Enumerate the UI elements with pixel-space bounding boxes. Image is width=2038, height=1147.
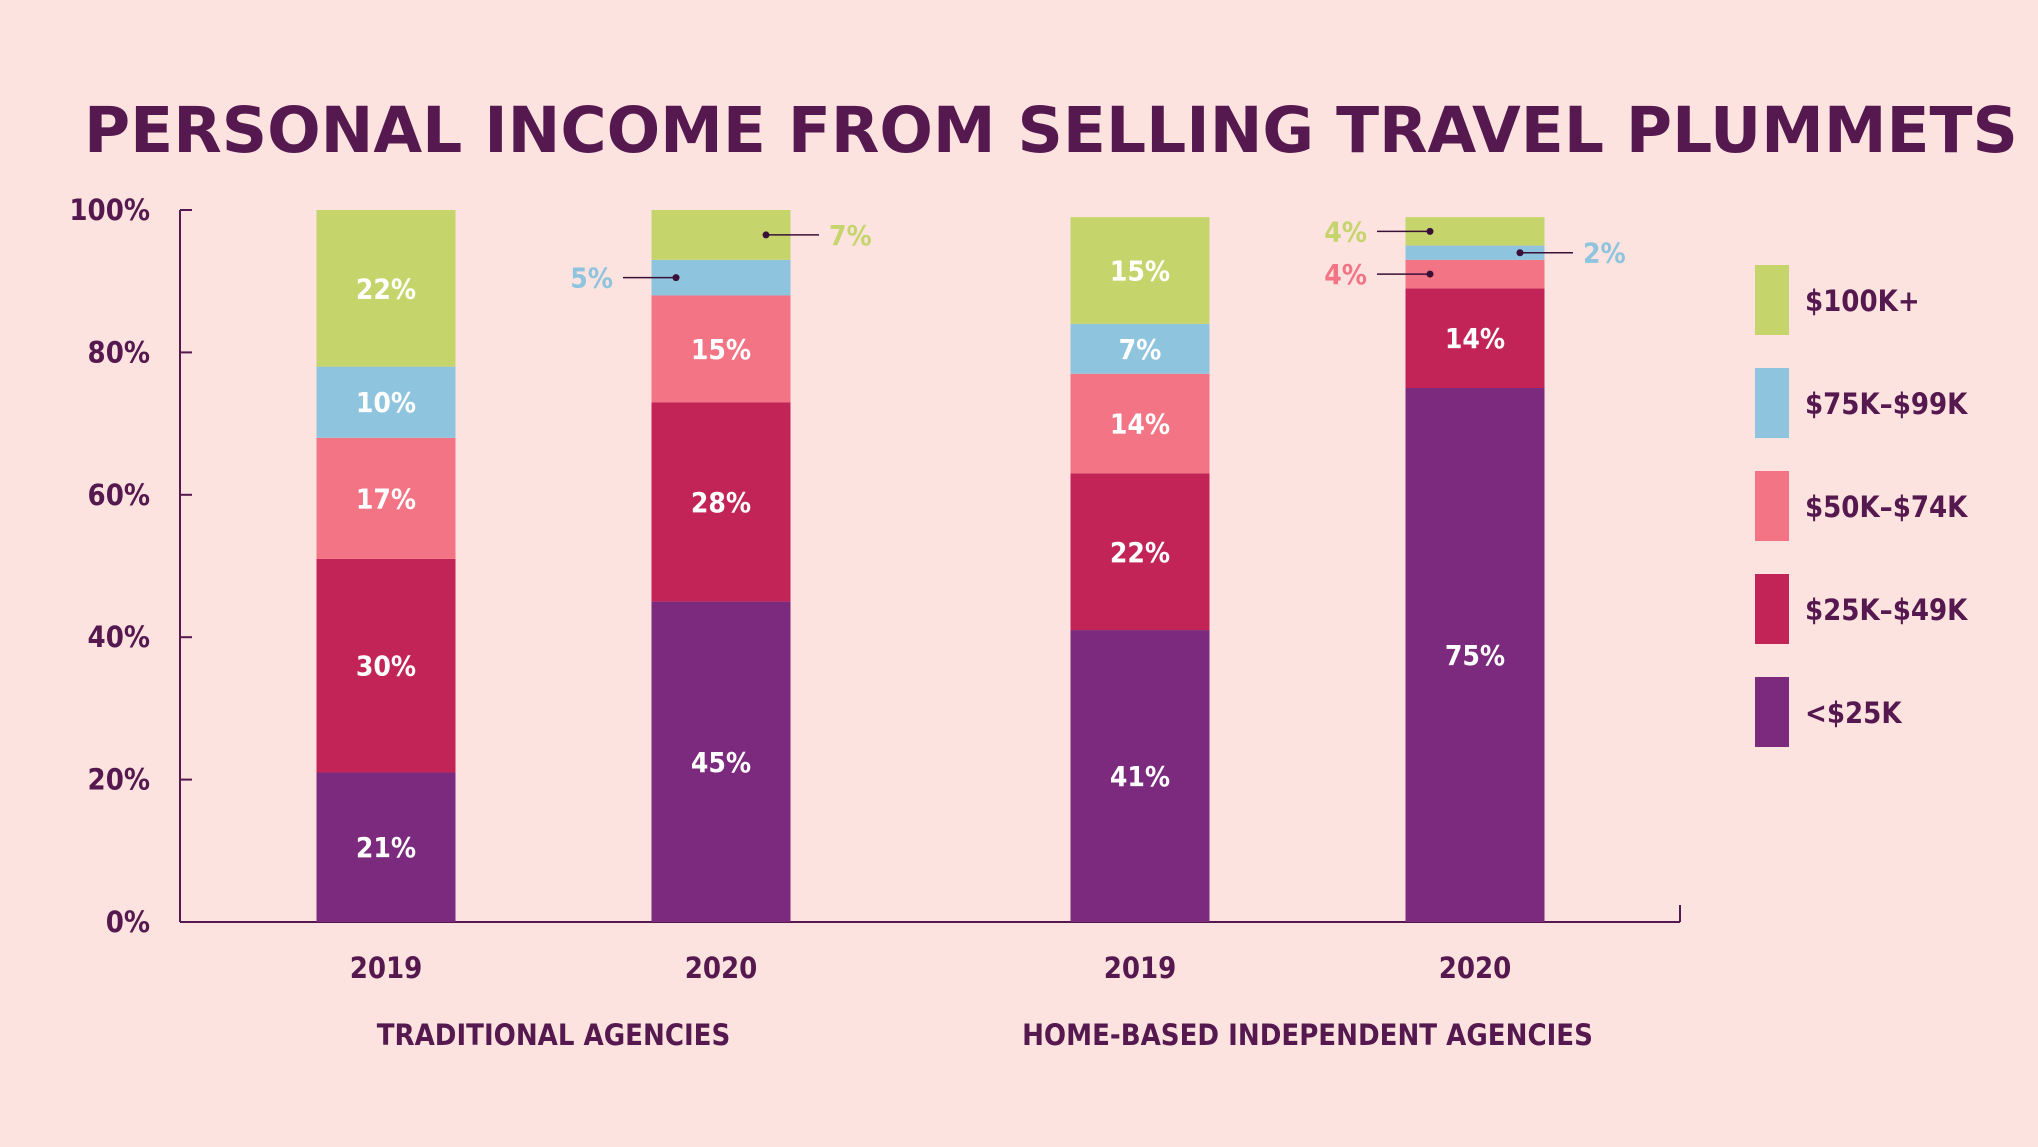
segment-label: 21% bbox=[356, 831, 416, 864]
x-axis-labels: 2019 2020 2019 2020 TRADITIONAL AGENCIES HOME… bbox=[350, 951, 1593, 1052]
callout-dot bbox=[672, 274, 680, 282]
bar-segment bbox=[1405, 388, 1545, 922]
segment-label: 15% bbox=[1110, 255, 1170, 288]
chart-title: PERSONAL INCOME FROM SELLING TRAVEL PLUM… bbox=[84, 94, 2018, 167]
callout-label: 2% bbox=[1583, 237, 1626, 270]
legend-label: <$25K bbox=[1805, 696, 1903, 730]
callout-dot bbox=[762, 231, 770, 239]
legend-swatch bbox=[1755, 368, 1789, 438]
segment-label: 22% bbox=[1110, 536, 1170, 569]
legend-label: $50K–$74K bbox=[1805, 490, 1969, 524]
segment-label: 30% bbox=[356, 650, 416, 683]
bar-segment bbox=[316, 366, 456, 438]
callout-label: 7% bbox=[829, 219, 872, 252]
segment-labels: 21% 30% 17% 10% 22% 45% 28% 15% 5% 7% 41% 22% 14% 7% 1… bbox=[356, 215, 1626, 864]
segment-label: 22% bbox=[356, 272, 416, 305]
callout-label: 4% bbox=[1324, 215, 1367, 248]
x-tick-label: 2019 bbox=[1104, 951, 1177, 985]
y-tick-label: 80% bbox=[88, 335, 150, 369]
x-tick-label: 2020 bbox=[1439, 951, 1512, 985]
bar-segment bbox=[651, 601, 791, 922]
bar-segment bbox=[1070, 373, 1210, 474]
y-tick-label: 40% bbox=[88, 620, 150, 654]
legend-swatch bbox=[1755, 471, 1789, 541]
bar-segment bbox=[316, 772, 456, 922]
legend-label: $100K+ bbox=[1805, 284, 1920, 318]
segment-label: 14% bbox=[1110, 408, 1170, 441]
segment-label: 14% bbox=[1445, 322, 1505, 355]
callout-dot bbox=[1426, 270, 1434, 278]
callout-label: 5% bbox=[570, 262, 613, 295]
group-label: HOME-BASED INDEPENDENT AGENCIES bbox=[1022, 1018, 1593, 1052]
legend-swatch bbox=[1755, 265, 1789, 335]
x-tick-label: 2020 bbox=[685, 951, 758, 985]
callout-dot bbox=[1426, 227, 1434, 235]
bar-segment bbox=[1070, 473, 1210, 631]
bar-segment bbox=[316, 210, 456, 367]
segment-label: 7% bbox=[1119, 333, 1162, 366]
bar-segment bbox=[1405, 288, 1545, 388]
legend-label: $75K–$99K bbox=[1805, 387, 1969, 421]
bar-segment bbox=[316, 558, 456, 773]
y-tick-label: 100% bbox=[69, 193, 150, 227]
legend-label: $25K–$49K bbox=[1805, 593, 1969, 627]
bars bbox=[316, 210, 1545, 922]
y-axis-ticks: 0% 20% 40% 60% 80% 100% bbox=[69, 193, 192, 939]
x-tick-label: 2019 bbox=[350, 951, 423, 985]
legend-swatch bbox=[1755, 677, 1789, 747]
y-tick-label: 0% bbox=[106, 905, 150, 939]
bar-segment bbox=[316, 437, 456, 559]
group-label: TRADITIONAL AGENCIES bbox=[377, 1018, 731, 1052]
bar-segment bbox=[1070, 217, 1210, 324]
legend: $100K+ $75K–$99K $50K–$74K $25K–$49K <$25K bbox=[1755, 265, 1969, 747]
segment-label: 10% bbox=[356, 386, 416, 419]
segment-label: 17% bbox=[356, 482, 416, 515]
bar-segment bbox=[651, 402, 791, 602]
bar-segment bbox=[1070, 630, 1210, 922]
segment-label: 45% bbox=[691, 746, 751, 779]
y-tick-label: 60% bbox=[88, 478, 150, 512]
segment-label: 28% bbox=[691, 486, 751, 519]
callout-label: 4% bbox=[1324, 258, 1367, 291]
segment-label: 41% bbox=[1110, 760, 1170, 793]
bar-segment bbox=[1070, 323, 1210, 374]
segment-label: 75% bbox=[1445, 639, 1505, 672]
legend-swatch bbox=[1755, 574, 1789, 644]
y-tick-label: 20% bbox=[88, 763, 150, 797]
bar-segment bbox=[1405, 245, 1545, 260]
segment-label: 15% bbox=[691, 333, 751, 366]
callout-dot bbox=[1516, 249, 1524, 257]
bar-segment bbox=[651, 295, 791, 403]
